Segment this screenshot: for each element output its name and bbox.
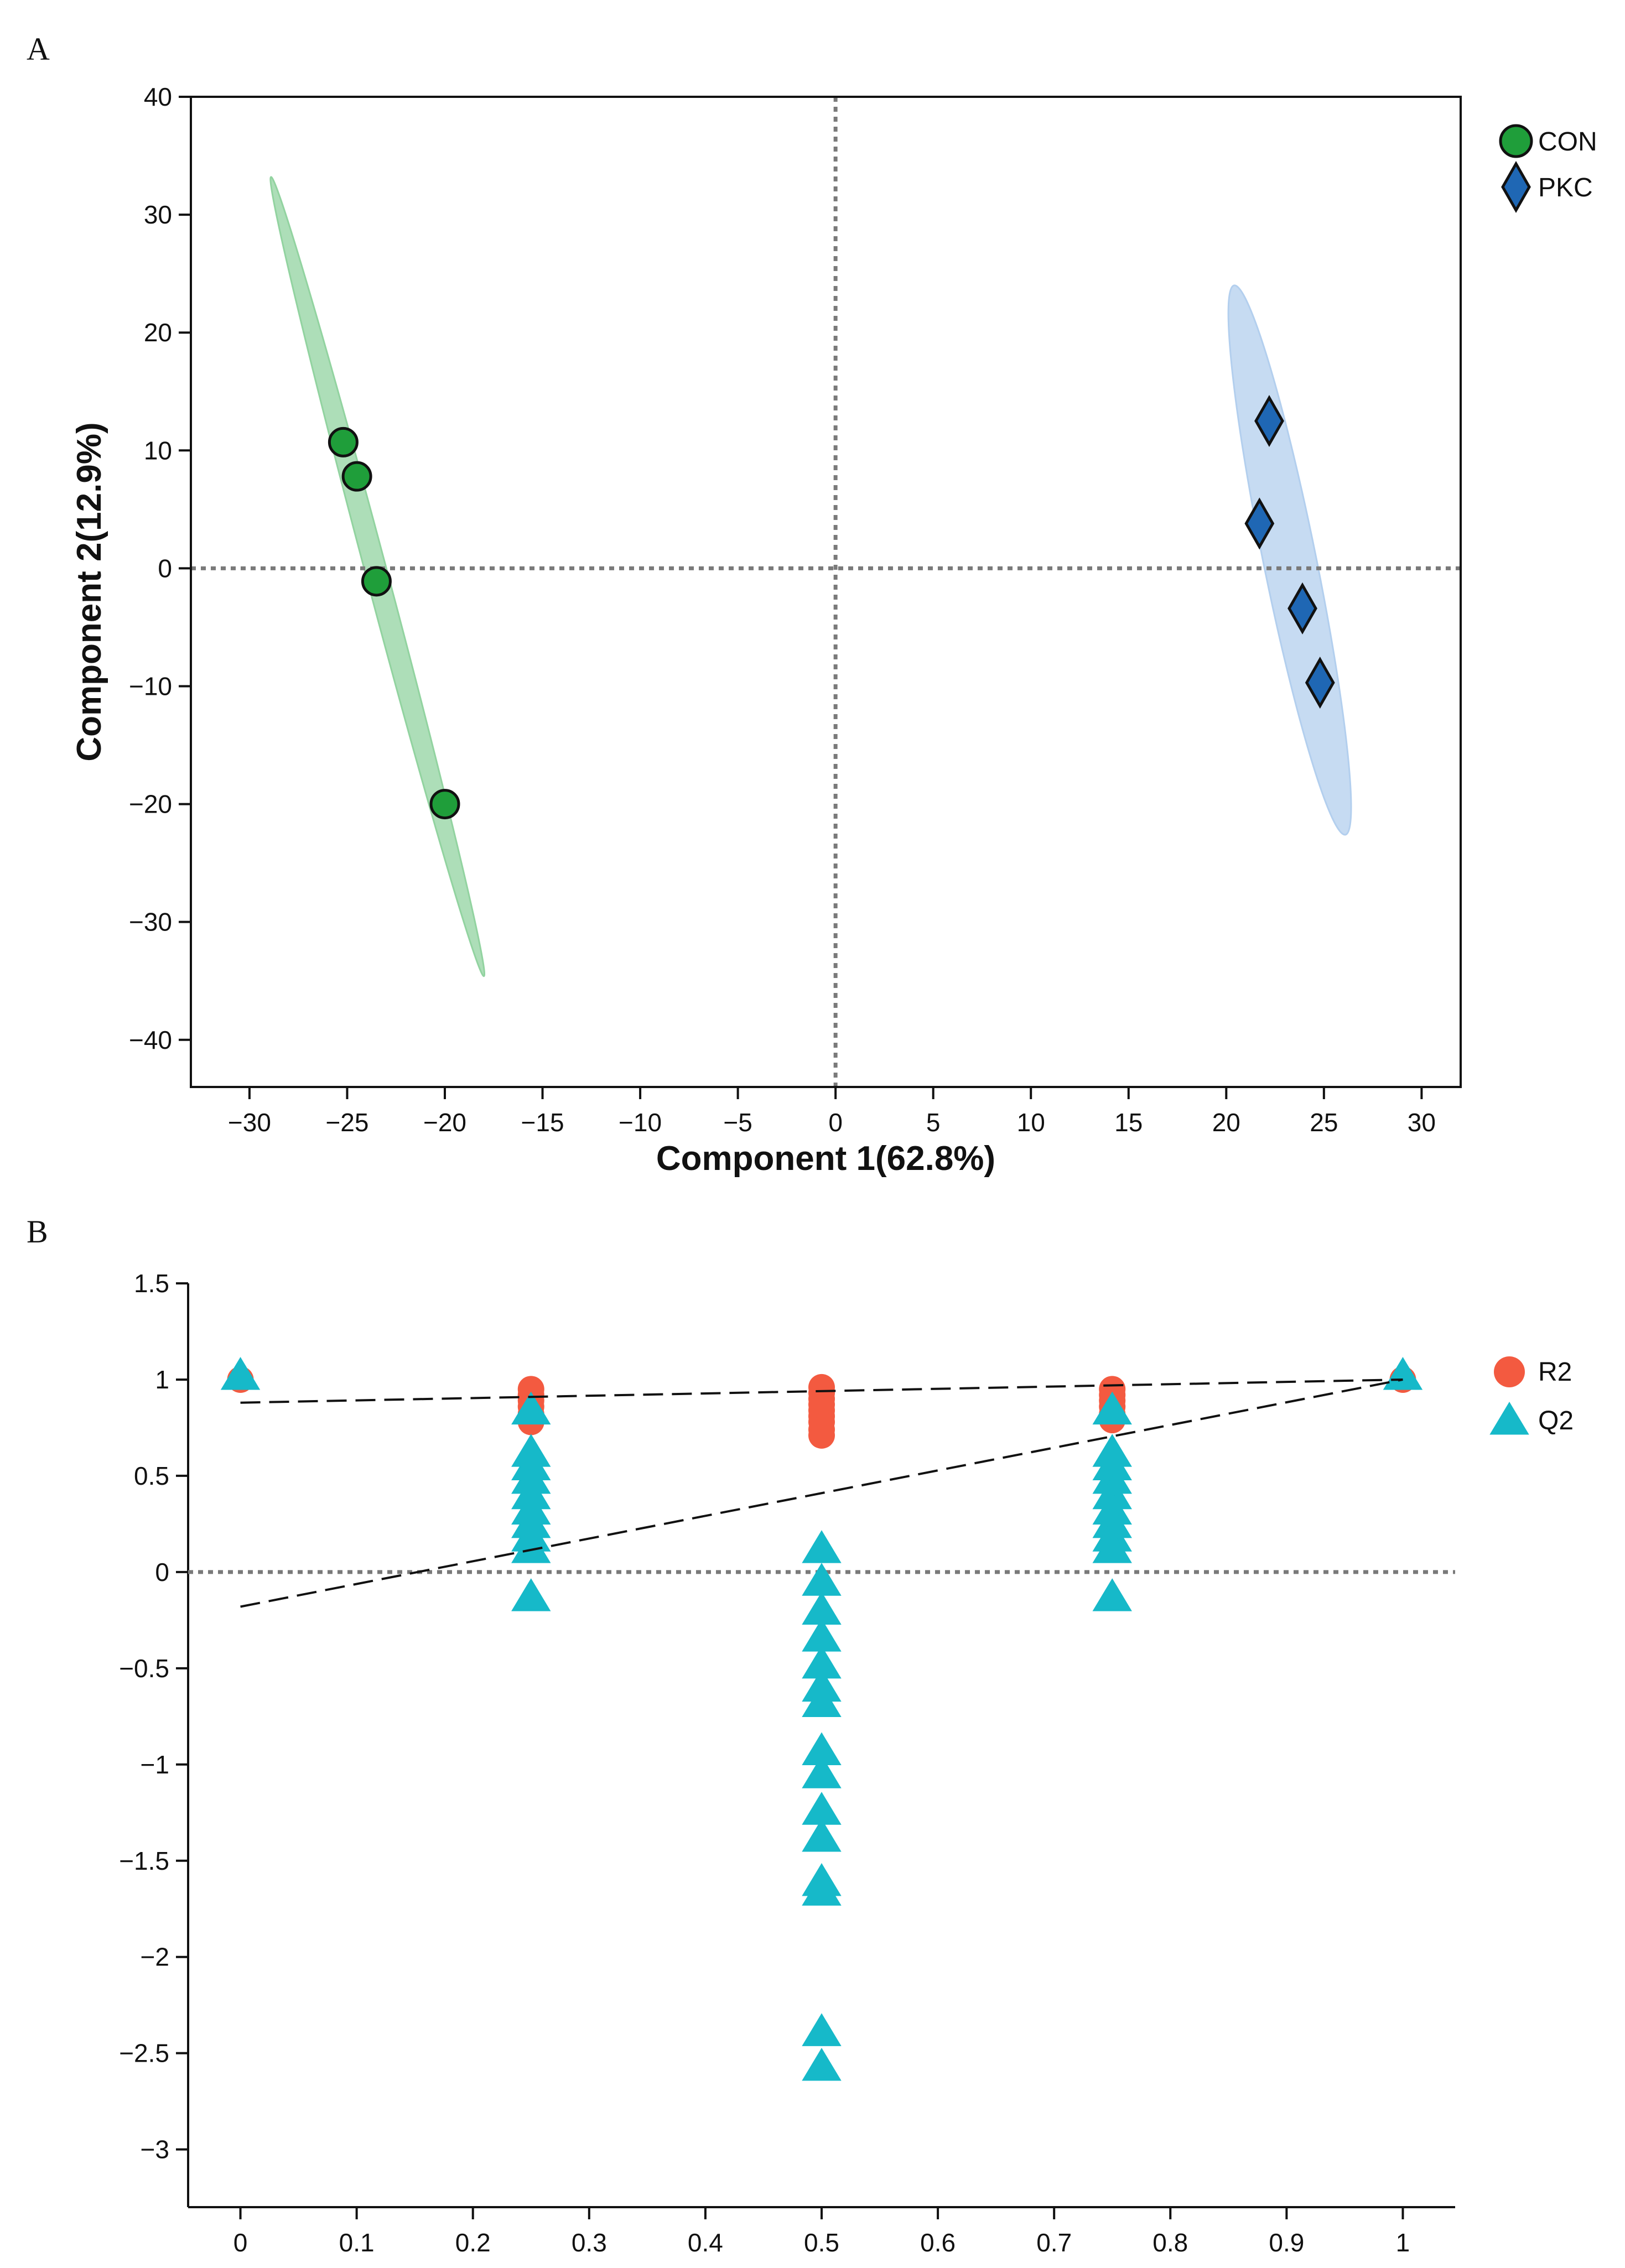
- data-point-q2: [802, 2013, 842, 2046]
- data-point-q2: [802, 1819, 842, 1852]
- x-tick-label: 0.7: [1036, 2228, 1072, 2257]
- x-axis-title: Component 1(62.8%): [656, 1140, 995, 1178]
- data-point-con: [361, 566, 392, 597]
- x-tick-label: 0.4: [688, 2228, 723, 2257]
- legend-marker-r2: [1494, 1356, 1525, 1387]
- data-point-con: [341, 461, 372, 492]
- y-tick-label: −2: [141, 1943, 169, 1972]
- data-point-q2: [511, 1530, 551, 1563]
- x-tick-label: 0.6: [920, 2228, 956, 2257]
- data-point-q2: [802, 1684, 842, 1717]
- y-tick-label: 1.5: [134, 1269, 169, 1298]
- legend-label-r2: R2: [1538, 1357, 1572, 1387]
- y-tick-label: 40: [144, 82, 172, 111]
- y-axis-title: Component 2(12.9%): [70, 422, 108, 761]
- y-tick-label: −40: [129, 1026, 172, 1054]
- regression-line-q2: [240, 1378, 1403, 1608]
- legend-marker-pkc: [1501, 160, 1531, 214]
- y-tick-label: 10: [144, 436, 172, 465]
- data-point-pkc: [1254, 394, 1284, 448]
- legend-label-con: CON: [1538, 127, 1597, 157]
- data-point-q2: [802, 1619, 842, 1652]
- y-tick-label: −30: [129, 908, 172, 937]
- data-point-con: [429, 789, 460, 820]
- data-point-pkc: [1305, 657, 1335, 709]
- x-tick-label: 30: [1408, 1108, 1436, 1137]
- legend-marker-q2: [1489, 1402, 1529, 1435]
- x-tick-label: 0: [828, 1108, 843, 1137]
- y-tick-label: −10: [129, 672, 172, 700]
- data-point-q2: [802, 1755, 842, 1788]
- data-point-q2: [802, 1530, 842, 1563]
- y-tick-label: 20: [144, 318, 172, 347]
- data-point-q2: [1092, 1530, 1132, 1563]
- x-tick-label: −30: [228, 1108, 271, 1137]
- x-tick-label: 0.3: [572, 2228, 607, 2257]
- x-tick-label: 0.1: [339, 2228, 375, 2257]
- x-tick-label: 10: [1017, 1108, 1045, 1137]
- data-point-pkc: [1287, 582, 1317, 634]
- y-tick-label: 0.5: [134, 1461, 169, 1490]
- x-tick-label: −25: [325, 1108, 368, 1137]
- data-point-con: [328, 426, 359, 457]
- y-tick-label: −2.5: [119, 2039, 169, 2068]
- x-tick-label: 25: [1310, 1108, 1338, 1137]
- data-point-q2: [802, 1645, 842, 1679]
- x-tick-label: 20: [1212, 1108, 1240, 1137]
- data-point-q2: [802, 1563, 842, 1596]
- panel-a-pca-scores-plot: −30 −25 −20 −15 −10 −5 0 5 10 15 20 25 30 40 30 20 10 0 −1…: [70, 82, 1597, 1178]
- x-tick-label: 5: [926, 1108, 941, 1137]
- x-tick-label: 15: [1114, 1108, 1143, 1137]
- data-point-q2: [802, 2048, 842, 2081]
- plot-frame: [190, 96, 1462, 1088]
- data-point-q2: [511, 1578, 551, 1611]
- data-point-q2: [802, 1591, 842, 1625]
- legend-marker-con: [1499, 124, 1533, 158]
- legend-label-pkc: PKC: [1538, 173, 1593, 202]
- data-point-pkc: [1244, 497, 1275, 550]
- x-tick-label: −20: [423, 1108, 466, 1137]
- legend-label-q2: Q2: [1538, 1406, 1574, 1435]
- panel-b-label: B: [27, 1214, 48, 1250]
- y-tick-label: 1: [155, 1365, 169, 1394]
- panel-a-label: A: [27, 31, 50, 67]
- data-point-q2: [802, 1732, 842, 1765]
- y-tick-label: −20: [129, 790, 172, 819]
- y-tick-label: −0.5: [119, 1654, 169, 1683]
- y-tick-label: 0: [158, 554, 172, 582]
- x-tick-label: 0.8: [1152, 2228, 1188, 2257]
- y-tick-label: 0: [155, 1558, 169, 1586]
- regression-line-r2: [240, 1378, 1403, 1404]
- y-tick-label: −1: [141, 1750, 169, 1779]
- data-point-q2: [1092, 1578, 1132, 1611]
- data-point-q2: [802, 1792, 842, 1825]
- data-point-q2: [1092, 1391, 1132, 1425]
- data-point-q2: [511, 1391, 551, 1425]
- x-tick-label: 0.5: [804, 2228, 839, 2257]
- y-tick-label: −1.5: [119, 1846, 169, 1875]
- x-tick-label: −15: [521, 1108, 564, 1137]
- x-tick-label: 0.9: [1269, 2228, 1304, 2257]
- data-point-q2: [802, 1872, 842, 1906]
- y-tick-label: −3: [141, 2135, 169, 2164]
- x-tick-label: 0.2: [455, 2228, 491, 2257]
- panel-b-permutation-test-plot: 0 0.1 0.2 0.3 0.4 0.5 0.6 0.7 0.8 0.9 1 1.5 1 0.5 0 −0.…: [119, 1269, 1574, 2257]
- data-point-q2: [1383, 1357, 1423, 1390]
- y-tick-label: 30: [144, 200, 172, 229]
- data-point-r2: [808, 1422, 835, 1449]
- x-tick-label: 1: [1396, 2228, 1410, 2257]
- x-tick-label: −10: [619, 1108, 662, 1137]
- x-tick-label: 0: [233, 2228, 248, 2257]
- data-point-q2: [220, 1357, 261, 1390]
- x-tick-label: −5: [723, 1108, 752, 1137]
